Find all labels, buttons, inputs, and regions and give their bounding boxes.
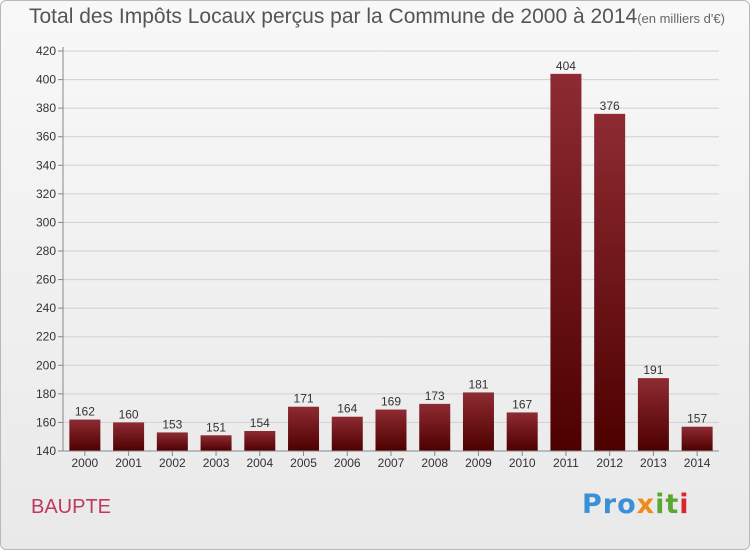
- x-tick-label-2012: 2012: [596, 456, 623, 470]
- commune-name: BAUPTE: [31, 496, 112, 518]
- value-label-2004: 154: [250, 416, 270, 430]
- y-tick-label-400: 400: [36, 73, 56, 87]
- logo-part-4: i: [679, 489, 690, 520]
- bar-2009: [462, 392, 494, 451]
- bar-2012: [594, 113, 626, 451]
- bar-2006: [331, 416, 363, 451]
- x-tick-label-2008: 2008: [421, 456, 448, 470]
- x-tick-label-2007: 2007: [378, 456, 405, 470]
- logo-part-2: x: [636, 489, 656, 520]
- value-label-2013: 191: [643, 363, 663, 377]
- bars: [69, 73, 713, 451]
- x-tick-label-2001: 2001: [115, 456, 142, 470]
- y-tick-label-200: 200: [36, 358, 56, 372]
- value-label-2005: 171: [294, 392, 314, 406]
- value-label-2002: 153: [162, 417, 182, 431]
- bar-2003: [200, 435, 232, 451]
- chart-unit: (en milliers d'€): [637, 11, 725, 26]
- value-label-2009: 181: [468, 377, 488, 391]
- x-tick-label-2010: 2010: [509, 456, 536, 470]
- y-tick-label-240: 240: [36, 301, 56, 315]
- value-label-2007: 169: [381, 395, 401, 409]
- value-label-2008: 173: [425, 389, 445, 403]
- x-tick-label-2005: 2005: [290, 456, 317, 470]
- x-tick-label-2004: 2004: [246, 456, 273, 470]
- value-label-2011: 404: [556, 59, 576, 73]
- bar-2004: [244, 431, 276, 451]
- bar-2014: [681, 426, 713, 451]
- bar-2013: [637, 378, 669, 451]
- logo-part-3: it: [655, 489, 680, 520]
- y-tick-label-180: 180: [36, 387, 56, 401]
- x-tick-label-2003: 2003: [203, 456, 230, 470]
- value-label-2000: 162: [75, 405, 95, 419]
- bar-2001: [113, 422, 145, 451]
- x-tick-label-2013: 2013: [640, 456, 667, 470]
- value-label-2006: 164: [337, 402, 357, 416]
- bar-2002: [156, 432, 188, 451]
- bar-2011: [550, 73, 582, 451]
- axes: [62, 47, 719, 452]
- bar-2005: [288, 406, 320, 451]
- value-label-2001: 160: [119, 407, 139, 421]
- value-label-2014: 157: [687, 412, 707, 426]
- y-tick-label-360: 360: [36, 130, 56, 144]
- logo-part-1: Pro: [582, 489, 637, 520]
- y-tick-label-140: 140: [36, 444, 56, 458]
- x-axis-ticks: 2000 2001 2002 2003 2004 2005 2006 2007 2008 2009…: [72, 451, 711, 470]
- chart-title-text: Total des Impôts Locaux perçus par la Co…: [29, 5, 638, 28]
- y-tick-label-300: 300: [36, 215, 56, 229]
- bar-2007: [375, 409, 407, 451]
- x-tick-label-2000: 2000: [72, 456, 99, 470]
- bar-2000: [69, 419, 101, 451]
- proxiti-logo: Proxiti: [582, 489, 690, 520]
- y-tick-label-260: 260: [36, 273, 56, 287]
- y-tick-label-160: 160: [36, 415, 56, 429]
- chart-title: Total des Impôts Locaux perçus par la Co…: [29, 5, 725, 29]
- y-tick-label-220: 220: [36, 330, 56, 344]
- x-tick-label-2009: 2009: [465, 456, 492, 470]
- bar-2008: [419, 403, 451, 451]
- y-tick-label-380: 380: [36, 101, 56, 115]
- value-label-2012: 376: [600, 99, 620, 113]
- y-tick-label-340: 340: [36, 158, 56, 172]
- y-axis-ticks: 140 160 180 200 220 240 260 280 300 320 340 360 380 4…: [36, 44, 63, 458]
- value-label-2010: 167: [512, 397, 532, 411]
- value-label-2003: 151: [206, 420, 226, 434]
- x-tick-label-2014: 2014: [684, 456, 711, 470]
- y-tick-label-320: 320: [36, 187, 56, 201]
- x-tick-label-2002: 2002: [159, 456, 186, 470]
- x-tick-label-2006: 2006: [334, 456, 361, 470]
- y-tick-label-280: 280: [36, 244, 56, 258]
- value-labels: 162 160 153 151 154 171 164 169 173 181 167 404 376 1…: [75, 59, 708, 434]
- x-tick-label-2011: 2011: [553, 456, 579, 470]
- y-tick-label-420: 420: [36, 44, 56, 58]
- bar-2010: [506, 412, 538, 451]
